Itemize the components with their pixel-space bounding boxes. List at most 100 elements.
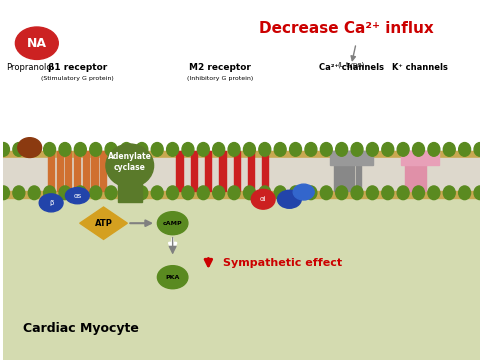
Ellipse shape <box>243 143 255 156</box>
Bar <box>356 151 361 191</box>
Text: Propranolol: Propranolol <box>6 63 54 72</box>
Bar <box>3 0 480 151</box>
Ellipse shape <box>366 143 378 156</box>
Ellipse shape <box>412 143 424 156</box>
Ellipse shape <box>0 186 10 199</box>
Ellipse shape <box>213 186 225 199</box>
Bar <box>83 151 89 191</box>
Ellipse shape <box>320 186 332 199</box>
Text: M2 receptor: M2 receptor <box>189 63 251 72</box>
Bar <box>334 151 340 191</box>
Bar <box>330 151 373 165</box>
Ellipse shape <box>105 143 117 156</box>
Ellipse shape <box>136 186 148 199</box>
Bar <box>341 151 347 191</box>
Ellipse shape <box>397 186 409 199</box>
Ellipse shape <box>274 143 286 156</box>
Polygon shape <box>80 207 127 239</box>
Bar <box>65 151 72 191</box>
Ellipse shape <box>59 186 71 199</box>
Ellipse shape <box>243 186 255 199</box>
Ellipse shape <box>428 186 440 199</box>
Ellipse shape <box>336 186 348 199</box>
Text: β1 receptor: β1 receptor <box>48 63 107 72</box>
Ellipse shape <box>428 143 440 156</box>
Bar <box>248 151 254 191</box>
Ellipse shape <box>213 143 225 156</box>
Ellipse shape <box>28 186 40 199</box>
Bar <box>118 166 142 202</box>
Text: Decrease Ca²⁺ influx: Decrease Ca²⁺ influx <box>259 21 434 36</box>
Bar <box>3 151 480 360</box>
Ellipse shape <box>351 186 363 199</box>
Text: NA: NA <box>27 37 47 50</box>
Ellipse shape <box>44 186 56 199</box>
Circle shape <box>15 27 58 59</box>
Text: Adenylate
cyclase: Adenylate cyclase <box>108 152 152 172</box>
Bar <box>57 151 63 191</box>
Bar <box>412 151 419 191</box>
Ellipse shape <box>120 143 132 156</box>
Ellipse shape <box>397 143 409 156</box>
Bar <box>401 151 440 165</box>
Ellipse shape <box>136 143 148 156</box>
Text: αs: αs <box>73 193 82 199</box>
Ellipse shape <box>167 143 179 156</box>
Ellipse shape <box>305 186 317 199</box>
Bar <box>48 151 54 191</box>
Text: K⁺ channels: K⁺ channels <box>393 63 448 72</box>
Circle shape <box>157 212 188 235</box>
Ellipse shape <box>13 186 25 199</box>
Text: ATP: ATP <box>95 219 112 228</box>
Ellipse shape <box>44 143 56 156</box>
Text: (L-type): (L-type) <box>338 62 365 68</box>
Text: (Stimulatory G protein): (Stimulatory G protein) <box>41 76 114 81</box>
Bar <box>3 151 480 158</box>
Bar <box>262 151 268 191</box>
Ellipse shape <box>444 143 455 156</box>
Ellipse shape <box>120 186 132 199</box>
Ellipse shape <box>289 186 301 199</box>
Bar <box>74 151 80 191</box>
Text: Ca²⁺ channels: Ca²⁺ channels <box>319 63 384 72</box>
Ellipse shape <box>90 143 102 156</box>
Ellipse shape <box>444 186 455 199</box>
Ellipse shape <box>28 143 40 156</box>
Ellipse shape <box>289 143 301 156</box>
Ellipse shape <box>106 144 154 187</box>
Ellipse shape <box>459 186 470 199</box>
Ellipse shape <box>90 186 102 199</box>
Ellipse shape <box>259 186 271 199</box>
Ellipse shape <box>65 188 89 204</box>
Ellipse shape <box>74 186 86 199</box>
Bar <box>234 151 240 191</box>
Ellipse shape <box>197 143 209 156</box>
Ellipse shape <box>182 143 194 156</box>
Ellipse shape <box>13 143 25 156</box>
Bar <box>92 151 97 191</box>
Bar <box>100 151 107 191</box>
Ellipse shape <box>336 143 348 156</box>
Ellipse shape <box>412 186 424 199</box>
Bar <box>405 151 412 191</box>
Ellipse shape <box>167 186 179 199</box>
Ellipse shape <box>382 186 394 199</box>
Ellipse shape <box>474 186 480 199</box>
Text: Cardiac Myocyte: Cardiac Myocyte <box>23 322 138 335</box>
Bar <box>205 151 211 191</box>
Ellipse shape <box>0 143 10 156</box>
Circle shape <box>277 190 301 208</box>
Text: Sympathetic effect: Sympathetic effect <box>223 258 342 268</box>
Ellipse shape <box>474 143 480 156</box>
Ellipse shape <box>366 186 378 199</box>
Circle shape <box>157 266 188 289</box>
Text: (Inhibitory G protein): (Inhibitory G protein) <box>187 76 253 81</box>
Ellipse shape <box>18 138 42 158</box>
Ellipse shape <box>197 186 209 199</box>
Bar <box>3 158 480 191</box>
Text: PKA: PKA <box>166 275 180 280</box>
Ellipse shape <box>305 143 317 156</box>
Ellipse shape <box>274 186 286 199</box>
Ellipse shape <box>74 143 86 156</box>
Ellipse shape <box>320 143 332 156</box>
